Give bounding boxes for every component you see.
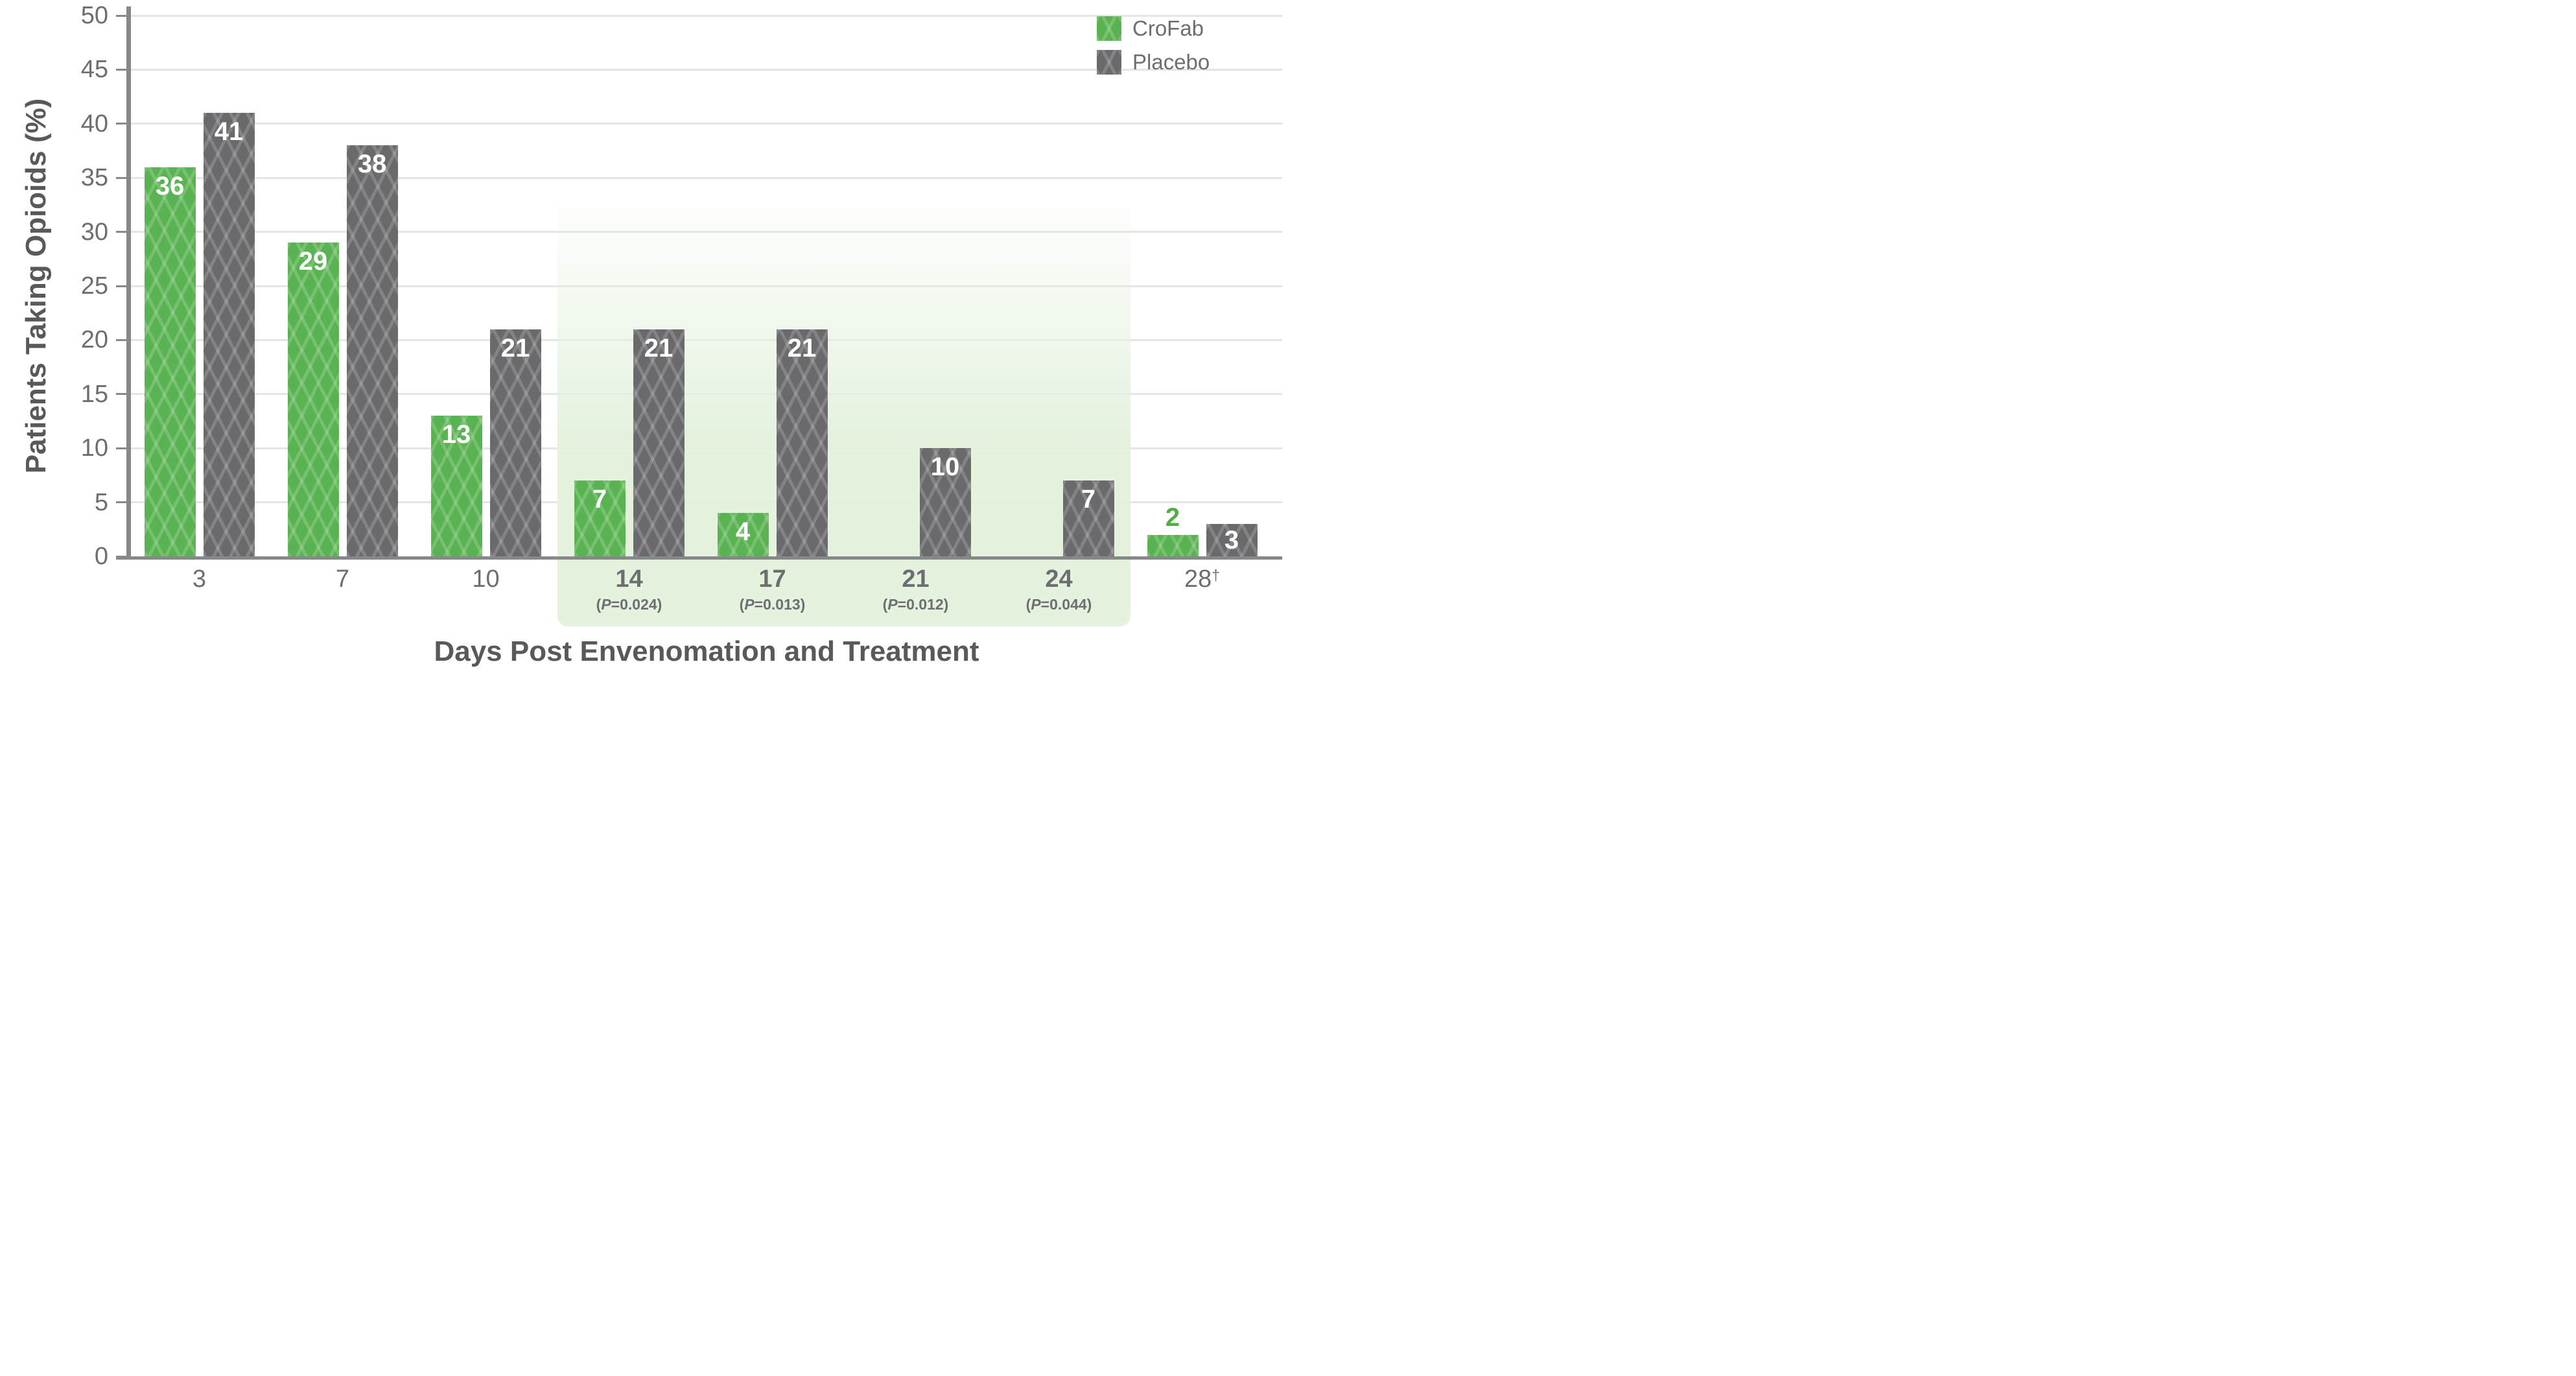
chart-figure: Patients Taking Opioids (%) 0 5 10 15 20 25 30… [0,0,1288,688]
bar-crofab-day-28: 2 [1147,504,1199,556]
bar-placebo-day-7: 38 [346,145,398,556]
x-day-label: 24 [1045,565,1073,593]
bar-placebo-day-10: 21 [489,329,541,556]
x-tick-label-day-14: 14 (P=0.024) [557,565,701,613]
y-tick-30 [116,231,126,233]
y-tick-label-10: 10 [80,434,108,462]
legend-label-placebo: Placebo [1132,50,1210,74]
y-tick-label-30: 30 [80,218,108,246]
x-day-label: 14 [615,565,643,593]
plot-area: 0 5 10 15 20 25 30 35 40 45 50 36 41 3 29 38 7 13 21 10 7 21 1… [81,3,1282,626]
x-axis-title: Days Post Envenomation and Treatment [434,635,979,667]
bar-value-label: 13 [441,420,471,449]
x-tick-label-day-7: 7 [271,565,414,593]
bar-value-label: 41 [214,117,244,146]
bar-value-label: 7 [1081,485,1096,514]
x-day-label: 7 [335,565,350,593]
y-tick-label-35: 35 [80,164,108,192]
x-axis-line [116,556,1282,560]
y-tick-label-5: 5 [94,488,108,516]
p-value-label: (P=0.012) [882,596,949,613]
placebo-swatch-icon [1097,50,1121,75]
bar-placebo-day-14: 21 [633,329,685,556]
bar-value-label: 21 [644,334,673,362]
bar-value-label: 10 [930,453,960,481]
bar-crofab-day-17: 4 [717,513,769,556]
y-tick-50 [116,14,126,17]
bar-value-label: 7 [592,485,607,514]
bar-value-label: 21 [500,334,530,362]
y-tick-35 [116,176,126,179]
bar-value-label: 4 [735,517,751,546]
bar-crofab-day-10: 13 [430,416,482,556]
bar-crofab-day-14: 7 [574,480,626,556]
bar-value-label: 38 [357,150,387,178]
dagger-note-marker: † [1212,566,1220,584]
y-tick-label-15: 15 [80,380,108,408]
bar-placebo-day-17: 21 [776,329,828,556]
y-tick-10 [116,447,126,449]
bar-value-label: 29 [298,247,328,276]
crofab-swatch-icon [1097,16,1121,41]
bar-value-label: 21 [787,334,817,362]
legend-item-crofab: CroFab [1097,16,1210,42]
x-tick-label-day-10: 10 [414,565,557,593]
gridline-y-40 [131,123,1282,125]
bar-value-label: 36 [155,172,185,200]
y-tick-25 [116,285,126,287]
bar-crofab-day-3: 36 [144,167,196,556]
y-axis-line [126,6,131,560]
y-tick-45 [116,68,126,71]
bar-value-label: 2 [1165,503,1180,532]
p-value-label: (P=0.024) [596,596,662,613]
y-tick-15 [116,393,126,396]
x-day-label: 28† [1184,565,1220,593]
y-tick-40 [116,123,126,125]
legend: CroFab Placebo [1097,16,1210,83]
x-tick-label-day-17: 17 (P=0.013) [701,565,844,613]
gridline-y-45 [131,68,1282,71]
p-value-label: (P=0.044) [1025,596,1092,613]
y-tick-20 [116,338,126,341]
x-tick-label-day-3: 3 [128,565,271,593]
x-day-label: 17 [758,565,786,593]
x-day-label: 10 [472,565,500,593]
x-tick-label-day-28: 28† [1130,565,1274,595]
p-value-label: (P=0.013) [739,596,806,613]
y-tick-label-0: 0 [94,543,108,570]
bar-placebo-day-24: 7 [1062,480,1114,556]
y-tick-label-40: 40 [80,110,108,137]
x-tick-label-day-24: 24 (P=0.044) [987,565,1130,613]
x-day-label: 3 [192,565,207,593]
y-tick-label-25: 25 [80,272,108,300]
legend-label-crofab: CroFab [1132,16,1204,40]
y-tick-label-20: 20 [80,326,108,354]
bar-placebo-day-28: 3 [1206,524,1258,556]
y-tick-5 [116,501,126,504]
x-tick-label-day-21: 21 (P=0.012) [844,565,987,613]
bar-value-label: 3 [1224,526,1239,554]
y-tick-label-50: 50 [80,2,108,29]
gridline-y-50 [131,14,1282,17]
legend-item-placebo: Placebo [1097,49,1210,75]
bar-placebo-day-3: 41 [203,113,255,556]
y-tick-label-45: 45 [80,56,108,84]
gridline-y-35 [131,176,1282,179]
x-day-label: 21 [902,565,930,593]
bar-placebo-day-21: 10 [919,448,971,556]
bar-crofab-day-7: 29 [287,243,339,556]
